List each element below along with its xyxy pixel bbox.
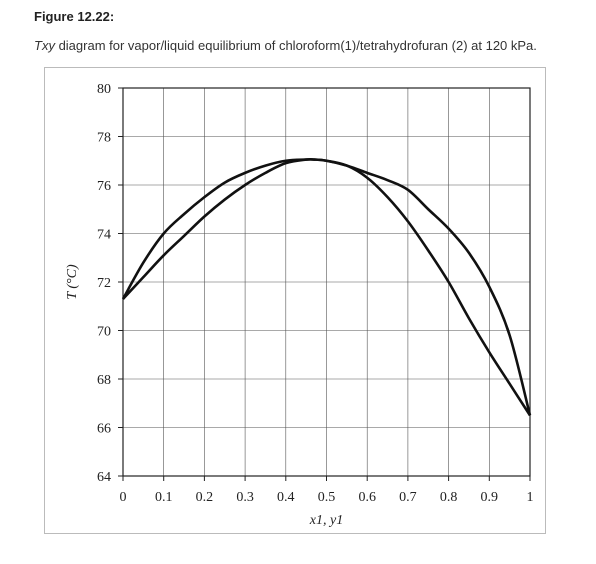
- figure-frame: [44, 67, 546, 534]
- x-tick-label: 0.8: [440, 490, 458, 505]
- y-tick-label: 72: [97, 276, 111, 291]
- y-tick-label: 76: [97, 179, 111, 194]
- figure-label: Figure 12.22:: [34, 9, 115, 24]
- y-tick-label: 70: [97, 325, 111, 340]
- y-tick-label: 74: [97, 228, 111, 243]
- figure-caption: Txy diagram for vapor/liquid equilibrium…: [34, 38, 594, 53]
- y-axis-label: T (°C): [65, 264, 80, 300]
- x-tick-label: 0.6: [358, 490, 376, 505]
- x-tick-label: 0.4: [277, 490, 295, 505]
- series-line-1: [122, 157, 532, 417]
- x-tick-label: 1: [527, 490, 534, 505]
- x-tick-label: 0.2: [196, 490, 214, 505]
- y-tick-label: 68: [97, 373, 111, 388]
- x-tick-label: 0.3: [236, 490, 254, 505]
- axis-ticks: 0 0.1 0.2 0.3 0.4 0.5 0.6 0.7 0.8 0.9 1 64 66 68 70 72 7…: [97, 82, 534, 505]
- x-tick-label: 0.9: [481, 490, 499, 505]
- x-tick-label: 0: [120, 490, 127, 505]
- y-tick-label: 80: [97, 82, 111, 97]
- grid: [122, 87, 531, 477]
- x-tick-label: 0.7: [399, 490, 417, 505]
- x-tick-label: 0.5: [318, 490, 336, 505]
- caption-text: diagram for vapor/liquid equilibrium of …: [54, 38, 537, 53]
- x-tick-label: 0.1: [155, 490, 173, 505]
- series-group: [121, 157, 532, 417]
- x-axis-label: x1, y1: [309, 513, 343, 528]
- y-tick-label: 78: [97, 131, 111, 146]
- caption-italic: Txy: [34, 38, 55, 53]
- y-tick-label: 64: [97, 470, 111, 485]
- y-tick-label: 66: [97, 422, 111, 437]
